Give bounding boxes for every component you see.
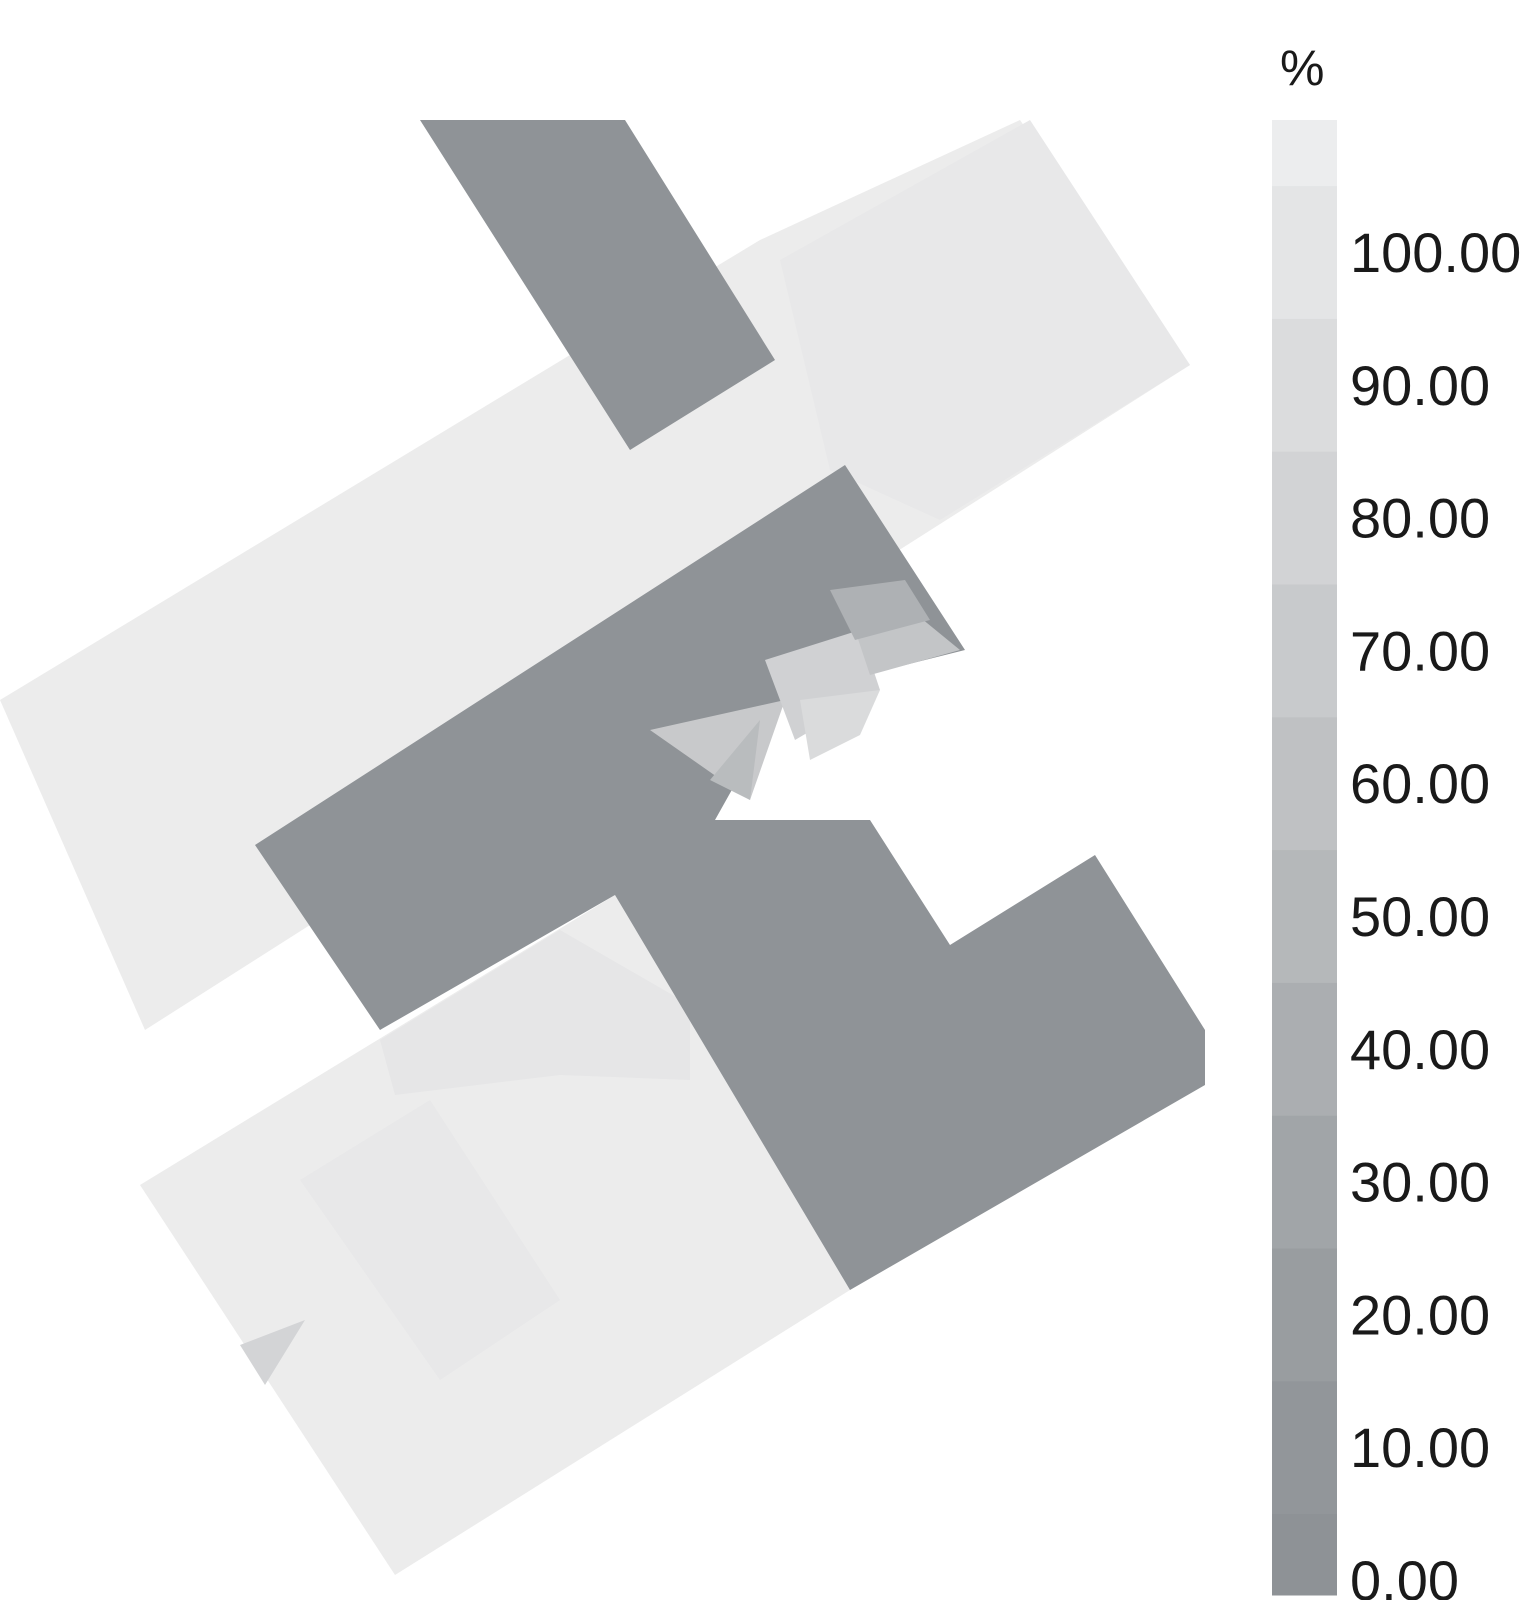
region-central-corridor	[255, 465, 1205, 1290]
colorbar-tick-label: 90.00	[1350, 354, 1490, 417]
region-transition-6	[800, 690, 880, 760]
colorbar-band	[1272, 1513, 1337, 1596]
colorbar-tick-label: 30.00	[1350, 1151, 1490, 1214]
colorbar-band	[1272, 849, 1337, 983]
region-transition-3	[765, 630, 880, 740]
region-shade-c	[300, 1100, 560, 1380]
colorbar-tick-labels: 100.00 90.00 80.00 70.00 60.00 50.00 40.00 30.0…	[1350, 221, 1521, 1600]
colorbar-band	[1272, 1248, 1337, 1382]
colorbar-band	[1272, 451, 1337, 585]
colorbar: % 100.00 90.00 80.00 70.00 60.00 50.00 40.00 30…	[1272, 40, 1521, 1600]
region-transition-2	[710, 720, 760, 800]
colorbar-tick-label: 60.00	[1350, 752, 1490, 815]
colorbar-tick-label: 40.00	[1350, 1018, 1490, 1081]
colorbar-tick-label: 0.00	[1350, 1549, 1459, 1600]
colorbar-band	[1272, 716, 1337, 851]
colorbar-tick-label: 10.00	[1350, 1416, 1490, 1479]
colorbar-band	[1272, 1115, 1337, 1249]
colorbar-bands	[1272, 120, 1337, 1596]
colorbar-band	[1272, 185, 1337, 319]
colorbar-tick-label: 70.00	[1350, 619, 1490, 682]
colorbar-band	[1272, 318, 1337, 452]
colorbar-band	[1272, 584, 1337, 718]
colorbar-unit-label: %	[1280, 40, 1324, 96]
colorbar-tick-label: 20.00	[1350, 1283, 1490, 1346]
region-shade-a	[380, 930, 690, 1095]
colorbar-tick-label: 80.00	[1350, 487, 1490, 550]
building-footprint-map	[0, 120, 1205, 1575]
colorbar-band	[1272, 1380, 1337, 1515]
region-transition-5	[830, 580, 930, 640]
region-north-wing	[420, 120, 775, 450]
colorbar-tick-label: 50.00	[1350, 885, 1490, 948]
region-shade-b	[780, 120, 1190, 520]
region-small-triangle	[240, 1320, 305, 1385]
colorbar-band	[1272, 982, 1337, 1116]
colorbar-band	[1272, 120, 1337, 187]
colorbar-tick-label: 100.00	[1350, 221, 1521, 284]
